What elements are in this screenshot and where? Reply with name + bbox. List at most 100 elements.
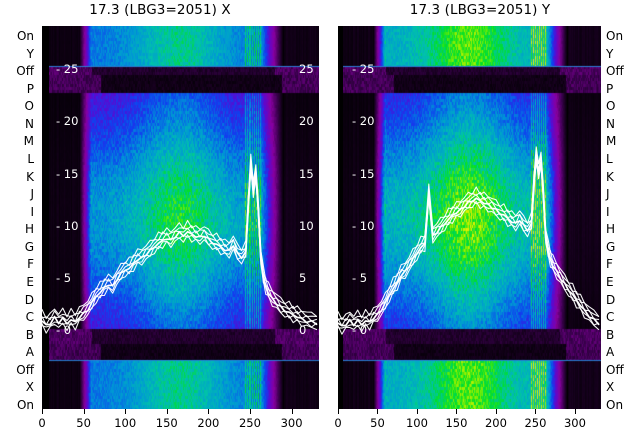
inner-y-tick-20: - 20	[352, 114, 375, 129]
x-tick-label-50: 50	[370, 416, 385, 430]
category-axis-left: On Y Off P O N M L K J I H G F E D C B A Off X On	[0, 26, 40, 412]
category-label-left-15: D	[24, 292, 34, 307]
x-tick-0	[338, 409, 339, 414]
panel-y-heatmap	[338, 26, 601, 409]
panel-y-plot-area: - 25 - 20 - 15 - 10 - 5 - 0	[338, 26, 601, 409]
category-label-left-2: Off	[16, 64, 34, 79]
category-label-right-10: I	[606, 204, 610, 219]
x-tick-label-250: 250	[238, 416, 261, 430]
x-tick-200	[208, 409, 210, 414]
inner-y-tick-0: - 0	[352, 323, 368, 338]
category-label-left-6: M	[23, 134, 34, 149]
x-tick-label-150: 150	[445, 416, 468, 430]
inner-y-tick-right-5: 5	[299, 271, 307, 286]
inner-y-tick-right-10: 10	[299, 218, 314, 233]
category-label-right-3: P	[606, 81, 614, 96]
x-tick-50	[83, 409, 85, 414]
x-tick-label-200: 200	[484, 416, 507, 430]
x-tick-label-300: 300	[563, 416, 586, 430]
x-tick-label-100: 100	[405, 416, 428, 430]
category-label-right-2: Off	[606, 64, 624, 79]
panel-x: 17.3 (LBG3=2051) X - 25 25 - 20 20 - 15 15 - 1…	[42, 2, 319, 409]
category-label-left-3: P	[26, 81, 34, 96]
category-label-right-0: On	[606, 29, 624, 43]
category-label-left-11: H	[24, 222, 34, 237]
category-label-left-12: G	[24, 239, 34, 254]
x-tick-250	[535, 409, 537, 414]
category-label-left-13: F	[27, 257, 34, 272]
inner-y-tick-15: - 15	[56, 166, 79, 181]
x-tick-50	[377, 409, 379, 414]
inner-y-tick-right-25: 25	[299, 61, 314, 76]
category-label-left-5: N	[25, 116, 34, 131]
x-tick-label-150: 150	[155, 416, 178, 430]
category-label-right-15: D	[606, 292, 616, 307]
panel-y-title: 17.3 (LBG3=2051) Y	[409, 2, 551, 18]
category-label-right-9: J	[606, 187, 610, 202]
category-label-right-16: C	[606, 310, 615, 325]
category-label-right-8: K	[606, 169, 614, 184]
category-label-right-13: F	[606, 257, 613, 272]
panel-y-left-gutter	[338, 26, 343, 409]
inner-y-tick-0: - 0	[56, 323, 72, 338]
category-label-right-18: A	[606, 345, 615, 360]
category-label-left-19: Off	[16, 362, 34, 377]
x-tick-0	[42, 409, 43, 414]
x-tick-300	[291, 409, 293, 414]
category-label-right-4: O	[606, 99, 616, 114]
category-label-left-9: J	[30, 187, 34, 202]
panel-x-heatmap	[42, 26, 319, 409]
category-axis-right: On Y Off P O N M L K J I H G F E D C B A Off X On	[600, 26, 640, 412]
x-tick-200	[495, 409, 497, 414]
x-tick-100	[125, 409, 127, 414]
category-label-left-18: A	[25, 345, 34, 360]
category-label-left-0: On	[16, 29, 34, 43]
x-tick-label-250: 250	[524, 416, 547, 430]
x-tick-label-200: 200	[197, 416, 220, 430]
x-tick-label-0: 0	[334, 416, 342, 430]
inner-y-tick-25: - 25	[56, 61, 79, 76]
category-label-right-12: G	[606, 239, 616, 254]
x-tick-100	[416, 409, 418, 414]
inner-y-tick-5: - 5	[352, 271, 368, 286]
inner-y-tick-right-0: 0	[299, 323, 307, 338]
category-label-right-14: E	[606, 275, 614, 289]
category-label-right-11: H	[606, 222, 616, 237]
category-label-left-17: B	[25, 327, 34, 342]
x-axis-panel-x: 0 50 100 150 200 250 300	[38, 409, 319, 439]
inner-y-tick-20: - 20	[56, 114, 79, 129]
category-label-left-10: I	[30, 204, 34, 219]
panel-x-title: 17.3 (LBG3=2051) X	[89, 2, 231, 18]
category-label-right-17: B	[606, 327, 615, 342]
inner-y-tick-right-20: 20	[299, 114, 314, 129]
x-tick-250	[249, 409, 251, 414]
x-tick-150	[456, 409, 458, 414]
x-tick-label-300: 300	[280, 416, 303, 430]
category-label-left-21: On	[16, 398, 34, 412]
category-label-right-19: Off	[606, 362, 624, 377]
panel-y-trace-overlay	[338, 146, 600, 335]
category-label-right-6: M	[606, 134, 617, 149]
inner-y-tick-25: - 25	[352, 61, 375, 76]
category-label-left-7: L	[27, 152, 34, 166]
x-axis-panel-y: 0 50 100 150 200 250 300	[334, 409, 601, 439]
category-label-right-21: On	[606, 398, 624, 412]
panel-x-plot-area: - 25 25 - 20 20 - 15 15 - 10 10 - 5 5 - 0 0	[42, 26, 319, 409]
inner-y-tick-5: - 5	[56, 271, 72, 286]
panel-x-left-gutter	[42, 26, 49, 409]
category-label-left-4: O	[24, 99, 34, 114]
inner-y-tick-10: - 10	[56, 218, 79, 233]
category-label-left-20: X	[25, 380, 34, 395]
inner-y-tick-15: - 15	[352, 166, 375, 181]
category-label-right-5: N	[606, 116, 615, 131]
category-label-right-7: L	[606, 152, 613, 166]
category-label-left-14: E	[26, 275, 34, 289]
category-label-right-1: Y	[606, 46, 614, 61]
category-label-left-16: C	[25, 310, 34, 325]
x-tick-300	[574, 409, 576, 414]
category-label-left-1: Y	[26, 46, 34, 61]
x-tick-label-100: 100	[114, 416, 137, 430]
panel-y: 17.3 (LBG3=2051) Y - 25- 20- 15- 10- 5- …	[320, 0, 640, 440]
category-label-left-8: K	[26, 169, 34, 184]
